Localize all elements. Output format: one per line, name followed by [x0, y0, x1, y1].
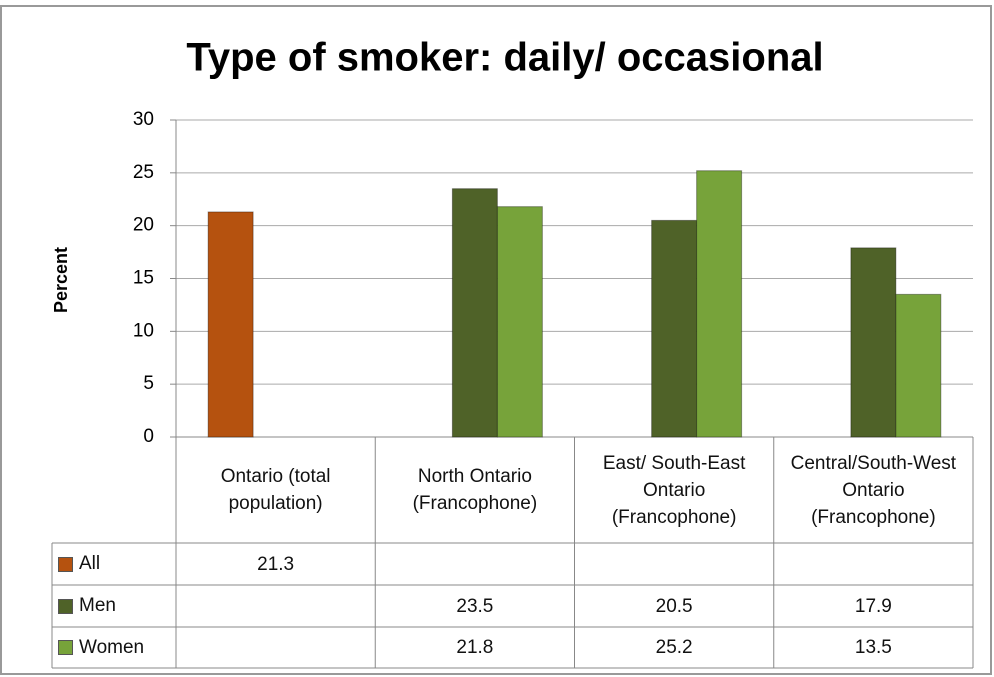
- table-value: 23.5: [456, 595, 494, 617]
- legend-swatch: [58, 556, 73, 572]
- x-tick-label: East/ South-East Ontario (Francophone): [602, 452, 746, 528]
- legend-swatch: [58, 598, 73, 614]
- bar: [207, 211, 254, 438]
- table-value: 21.3: [257, 553, 295, 575]
- chart-title: Type of smoker: daily/ occasional: [186, 36, 823, 80]
- x-tick-label: North Ontario (Francophone): [412, 466, 538, 514]
- y-tick-label: 15: [133, 268, 154, 289]
- legend-entry: Men: [58, 585, 116, 627]
- bar: [496, 206, 543, 438]
- legend-label: Women: [79, 636, 145, 658]
- bar: [651, 219, 698, 438]
- y-tick-label: 10: [133, 320, 154, 341]
- bar: [451, 188, 498, 438]
- bar: [850, 247, 897, 438]
- y-tick-label: 20: [133, 215, 154, 236]
- y-tick-label: 5: [143, 373, 154, 394]
- bar: [696, 170, 743, 438]
- table-value: 21.8: [456, 637, 494, 658]
- table-value: 17.9: [854, 595, 892, 617]
- legend-entry: Women: [58, 627, 144, 668]
- legend-label: All: [79, 553, 101, 574]
- legend-swatch: [58, 640, 73, 655]
- table-value: 13.5: [854, 637, 892, 658]
- y-tick-label: 30: [133, 109, 154, 130]
- table-value: 25.2: [655, 637, 693, 658]
- y-axis-label: Percent: [51, 247, 71, 313]
- bar: [895, 293, 942, 438]
- x-tick-label: Ontario (total population): [220, 466, 331, 514]
- y-tick-label: 25: [133, 162, 154, 183]
- table-value: 20.5: [655, 595, 693, 617]
- y-tick-label: 0: [143, 426, 154, 447]
- x-tick-label: Central/South-West Ontario (Francophone): [790, 452, 957, 528]
- legend-entry: All: [58, 543, 100, 585]
- legend-label: Men: [79, 595, 116, 616]
